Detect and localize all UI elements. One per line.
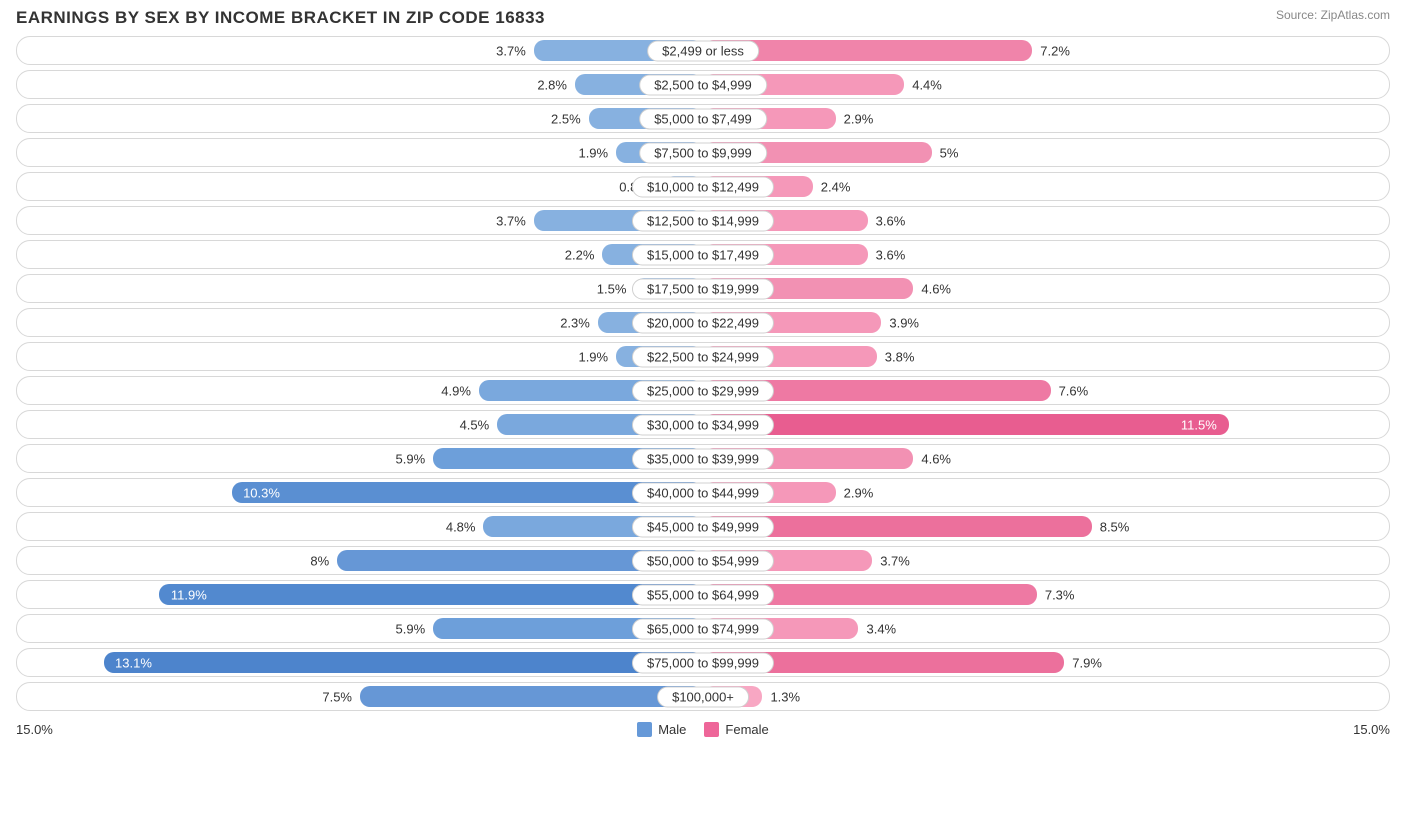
value-female: 3.4% xyxy=(866,621,896,636)
category-label: $10,000 to $12,499 xyxy=(632,176,774,197)
category-label: $50,000 to $54,999 xyxy=(632,550,774,571)
category-label: $17,500 to $19,999 xyxy=(632,278,774,299)
chart-row: 2.3% 3.9% $20,000 to $22,499 xyxy=(16,308,1390,337)
legend-label-female: Female xyxy=(725,722,768,737)
chart-row: 1.5% 4.6% $17,500 to $19,999 xyxy=(16,274,1390,303)
value-female: 2.4% xyxy=(821,179,851,194)
value-female: 4.6% xyxy=(921,281,951,296)
category-label: $7,500 to $9,999 xyxy=(639,142,767,163)
value-male: 4.9% xyxy=(441,383,471,398)
value-male: 1.9% xyxy=(578,145,608,160)
value-male: 3.7% xyxy=(496,43,526,58)
value-female: 2.9% xyxy=(844,111,874,126)
legend-swatch-female xyxy=(704,722,719,737)
chart-row: 7.5% 1.3% $100,000+ xyxy=(16,682,1390,711)
axis-right-label: 15.0% xyxy=(1353,722,1390,737)
value-male: 5.9% xyxy=(396,451,426,466)
value-male: 8% xyxy=(310,553,329,568)
value-female: 5% xyxy=(940,145,959,160)
value-female: 3.6% xyxy=(876,213,906,228)
chart-row: 13.1% 7.9% $75,000 to $99,999 xyxy=(16,648,1390,677)
value-female: 2.9% xyxy=(844,485,874,500)
value-female: 3.9% xyxy=(889,315,919,330)
legend: Male Female xyxy=(637,722,769,737)
value-female: 11.5% xyxy=(1181,417,1217,432)
chart-row: 2.5% 2.9% $5,000 to $7,499 xyxy=(16,104,1390,133)
chart-row: 3.7% 3.6% $12,500 to $14,999 xyxy=(16,206,1390,235)
value-male: 1.5% xyxy=(597,281,627,296)
value-male: 2.8% xyxy=(537,77,567,92)
category-label: $100,000+ xyxy=(657,686,749,707)
bar-female xyxy=(703,414,1229,435)
chart-row: 5.9% 4.6% $35,000 to $39,999 xyxy=(16,444,1390,473)
bar-male xyxy=(360,686,703,707)
chart-row: 0.85%2.4%$10,000 to $12,499 xyxy=(16,172,1390,201)
chart-row: 4.5% 11.5% $30,000 to $34,999 xyxy=(16,410,1390,439)
axis-left-label: 15.0% xyxy=(16,722,53,737)
category-label: $65,000 to $74,999 xyxy=(632,618,774,639)
value-male: 7.5% xyxy=(322,689,352,704)
value-male: 2.3% xyxy=(560,315,590,330)
value-male: 5.9% xyxy=(396,621,426,636)
bar-male xyxy=(104,652,703,673)
legend-swatch-male xyxy=(637,722,652,737)
chart-row: 5.9% 3.4% $65,000 to $74,999 xyxy=(16,614,1390,643)
chart-row: 2.8% 4.4% $2,500 to $4,999 xyxy=(16,70,1390,99)
chart-row: 4.9% 7.6% $25,000 to $29,999 xyxy=(16,376,1390,405)
category-label: $55,000 to $64,999 xyxy=(632,584,774,605)
value-female: 7.3% xyxy=(1045,587,1075,602)
value-female: 3.8% xyxy=(885,349,915,364)
value-female: 3.6% xyxy=(876,247,906,262)
value-female: 4.6% xyxy=(921,451,951,466)
chart-row: 3.7% 7.2% $2,499 or less xyxy=(16,36,1390,65)
chart-row: 8% 3.7% $50,000 to $54,999 xyxy=(16,546,1390,575)
value-male: 11.9% xyxy=(171,587,207,602)
legend-label-male: Male xyxy=(658,722,686,737)
value-female: 3.7% xyxy=(880,553,910,568)
category-label: $2,499 or less xyxy=(647,40,759,61)
axis-row: 15.0% Male Female 15.0% xyxy=(0,716,1406,737)
category-label: $15,000 to $17,499 xyxy=(632,244,774,265)
header: EARNINGS BY SEX BY INCOME BRACKET IN ZIP… xyxy=(0,0,1406,32)
chart-row: 1.9% 5% $7,500 to $9,999 xyxy=(16,138,1390,167)
chart-row: 4.8% 8.5% $45,000 to $49,999 xyxy=(16,512,1390,541)
category-label: $75,000 to $99,999 xyxy=(632,652,774,673)
chart-row: 1.9% 3.8% $22,500 to $24,999 xyxy=(16,342,1390,371)
value-female: 7.9% xyxy=(1072,655,1102,670)
category-label: $25,000 to $29,999 xyxy=(632,380,774,401)
value-female: 8.5% xyxy=(1100,519,1130,534)
legend-item-male: Male xyxy=(637,722,686,737)
category-label: $22,500 to $24,999 xyxy=(632,346,774,367)
category-label: $12,500 to $14,999 xyxy=(632,210,774,231)
bar-male xyxy=(159,584,703,605)
chart-title: EARNINGS BY SEX BY INCOME BRACKET IN ZIP… xyxy=(16,8,545,28)
category-label: $40,000 to $44,999 xyxy=(632,482,774,503)
value-male: 4.8% xyxy=(446,519,476,534)
value-male: 13.1% xyxy=(115,655,152,670)
source-label: Source: ZipAtlas.com xyxy=(1276,8,1390,22)
value-male: 10.3% xyxy=(243,485,280,500)
value-female: 1.3% xyxy=(770,689,800,704)
category-label: $2,500 to $4,999 xyxy=(639,74,767,95)
chart-row: 10.3% 2.9% $40,000 to $44,999 xyxy=(16,478,1390,507)
value-male: 4.5% xyxy=(460,417,490,432)
category-label: $30,000 to $34,999 xyxy=(632,414,774,435)
category-label: $20,000 to $22,499 xyxy=(632,312,774,333)
category-label: $45,000 to $49,999 xyxy=(632,516,774,537)
value-female: 7.6% xyxy=(1059,383,1089,398)
chart-row: 11.9% 7.3% $55,000 to $64,999 xyxy=(16,580,1390,609)
value-male: 2.5% xyxy=(551,111,581,126)
chart-row: 2.2% 3.6% $15,000 to $17,499 xyxy=(16,240,1390,269)
value-male: 1.9% xyxy=(578,349,608,364)
category-label: $35,000 to $39,999 xyxy=(632,448,774,469)
value-female: 7.2% xyxy=(1040,43,1070,58)
value-female: 4.4% xyxy=(912,77,942,92)
chart-area: 3.7% 7.2% $2,499 or less 2.8% 4.4% $2,500 to … xyxy=(0,32,1406,711)
legend-item-female: Female xyxy=(704,722,768,737)
value-male: 2.2% xyxy=(565,247,595,262)
category-label: $5,000 to $7,499 xyxy=(639,108,767,129)
value-male: 3.7% xyxy=(496,213,526,228)
